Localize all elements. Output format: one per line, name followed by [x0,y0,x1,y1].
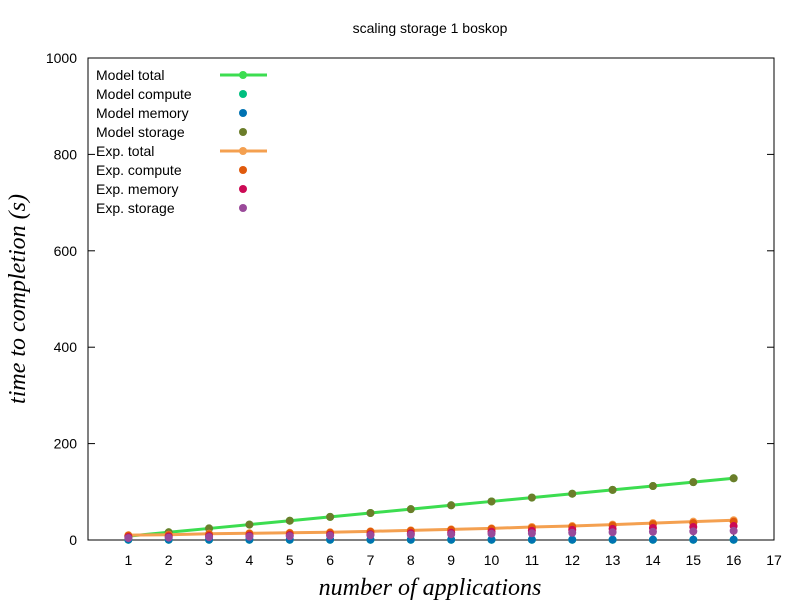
data-point [608,485,617,494]
legend-marker [239,109,247,117]
legend-marker [239,147,247,155]
legend-label: Exp. total [96,143,154,159]
legend-item: Model storage [96,124,247,140]
legend-label: Model total [96,67,164,83]
data-point [608,535,617,544]
plot-frame [87,57,775,541]
data-point [285,516,294,525]
x-tick-label: 12 [564,552,580,568]
legend-item: Model memory [96,105,247,121]
x-tick-label: 3 [205,552,213,568]
series-exp-storage [124,526,738,543]
data-point [527,535,536,544]
data-point [527,493,536,502]
data-point [729,526,738,535]
data-point [568,528,577,537]
data-point [447,501,456,510]
data-point [285,532,294,541]
x-tick-label: 7 [367,552,375,568]
legend-label: Exp. compute [96,162,182,178]
legend: Model total Model compute Model memory Mode… [96,67,267,216]
data-point [568,535,577,544]
data-point [406,505,415,514]
x-tick-label: 14 [645,552,661,568]
y-tick-label: 1000 [46,50,77,66]
series-line [128,476,734,538]
data-point [487,529,496,538]
legend-marker [239,90,247,98]
chart-title: scaling storage 1 boskop [353,20,508,36]
data-point [689,478,698,487]
x-tick-label: 15 [686,552,702,568]
data-point [164,533,173,542]
series-line [128,518,734,537]
data-point [366,531,375,540]
data-point [326,512,335,521]
legend-label: Exp. memory [96,181,178,197]
legend-label: Model storage [96,124,185,140]
x-tick-label: 17 [766,552,782,568]
data-point [648,482,657,491]
data-point [124,534,133,543]
y-tick-label: 600 [54,243,78,259]
data-point [729,474,738,483]
legend-marker [239,204,247,212]
data-point [487,497,496,506]
legend-item: Exp. memory [96,181,247,197]
data-point [366,509,375,518]
data-point [729,535,738,544]
x-axis-label: number of applications [319,575,542,600]
legend-label: Model memory [96,105,189,121]
x-tick-label: 11 [525,552,540,568]
x-tick-label: 10 [484,552,500,568]
y-tick-label: 0 [69,532,77,548]
data-point [527,529,536,538]
y-axis: 0 200 400 600 800 1000 [46,50,774,548]
legend-item: Model compute [96,86,247,102]
data-point [245,520,254,529]
x-tick-label: 4 [246,552,254,568]
legend-marker [239,128,247,136]
y-tick-label: 800 [54,146,78,162]
data-point [608,528,617,537]
data-point [406,530,415,539]
x-tick-label: 13 [605,552,621,568]
x-tick-label: 5 [286,552,294,568]
data-point [447,530,456,539]
data-point [245,532,254,541]
legend-item: Exp. compute [96,162,247,178]
y-tick-label: 400 [54,339,78,355]
legend-item: Model total [96,67,267,83]
legend-label: Exp. storage [96,200,175,216]
data-point [648,527,657,536]
x-tick-label: 8 [407,552,415,568]
y-axis-label: time to completion (s) [5,194,31,404]
legend-marker [239,185,247,193]
legend-item: Exp. total [96,143,267,159]
x-tick-label: 2 [165,552,173,568]
x-tick-label: 6 [326,552,334,568]
legend-label: Model compute [96,86,192,102]
data-point [689,535,698,544]
x-tick-label: 1 [124,552,132,568]
data-point [648,535,657,544]
legend-marker [239,166,247,174]
x-tick-label: 9 [447,552,455,568]
y-tick-label: 200 [54,436,78,452]
x-tick-label: 16 [726,552,742,568]
series-layer [124,474,738,544]
data-point [326,531,335,540]
data-point [487,535,496,544]
data-point [205,533,214,542]
legend-item: Exp. storage [96,200,247,216]
legend-marker [239,71,247,79]
data-point [689,527,698,536]
data-point [568,489,577,498]
